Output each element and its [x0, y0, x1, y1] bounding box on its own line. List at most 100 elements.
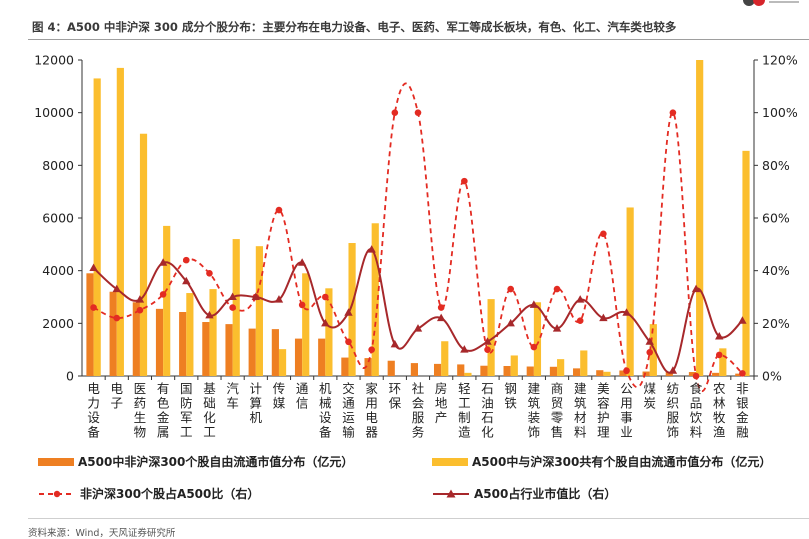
bar-non-hs300 [665, 371, 673, 376]
point-non-hs300-share [182, 256, 190, 264]
legend-label-line2: A500占行业市值比（右） [474, 487, 617, 501]
point-non-hs300-share [669, 109, 677, 116]
point-non-hs300-share [90, 304, 97, 311]
left-tick-label: 6000 [42, 211, 74, 226]
legend-label-line1: 非沪深300个股占A500比（右） [80, 487, 260, 501]
point-non-hs300-share [623, 367, 630, 375]
point-a500-industry-share [506, 318, 515, 327]
bar-common-hs300 [533, 302, 542, 376]
x-tick-label: 房地产 [435, 381, 448, 425]
point-non-hs300-share [437, 304, 445, 311]
point-non-hs300-share [576, 317, 584, 325]
point-a500-industry-share [715, 332, 724, 340]
bar-non-hs300 [387, 360, 395, 376]
legend-item-bar2: A500中与沪深300共有个股自由流通市值分布（亿元） [432, 453, 771, 470]
bar-common-hs300 [580, 350, 588, 376]
right-tick-label: 20% [762, 316, 790, 331]
bar-non-hs300 [619, 370, 627, 376]
point-a500-industry-share [297, 258, 307, 266]
point-non-hs300-share [484, 346, 491, 353]
x-tick-label: 机械设备 [319, 381, 332, 440]
point-a500-industry-share [158, 258, 168, 266]
point-non-hs300-share [739, 370, 746, 377]
bar-non-hs300 [712, 372, 720, 376]
point-non-hs300-share [206, 270, 213, 277]
x-tick-label: 有色金属 [157, 381, 170, 440]
x-tick-label: 电子 [111, 381, 124, 411]
bar-common-hs300 [232, 239, 240, 376]
point-non-hs300-share [461, 177, 468, 185]
point-non-hs300-share [414, 109, 422, 116]
bar-non-hs300 [294, 338, 303, 376]
right-tick-label: 60% [762, 211, 790, 226]
bar-non-hs300 [271, 329, 279, 376]
left-tick-label: 2000 [42, 316, 74, 331]
x-tick-label: 电力设备 [87, 381, 100, 440]
point-non-hs300-share [368, 346, 375, 353]
bar-non-hs300 [642, 371, 650, 376]
left-tick-label: 10000 [34, 105, 74, 120]
point-non-hs300-share [275, 206, 283, 214]
point-non-hs300-share [159, 291, 167, 298]
bar-common-hs300 [603, 371, 611, 376]
bar-common-hs300 [696, 60, 704, 376]
x-tick-label: 传媒 [273, 381, 286, 411]
bar-non-hs300 [364, 358, 372, 376]
bar-non-hs300 [735, 373, 743, 376]
x-tick-label: 纺织服饰 [667, 381, 680, 440]
source-divider [28, 518, 809, 519]
bar-common-hs300 [325, 288, 333, 376]
logo-text-mark [769, 1, 799, 3]
brand-logo [743, 0, 799, 6]
bar-common-hs300 [649, 324, 657, 376]
point-non-hs300-share [322, 293, 329, 301]
bar-common-hs300 [487, 299, 495, 376]
legend-label-bar1: A500中非沪深300个股自由流通市值分布（亿元） [78, 455, 354, 469]
point-a500-industry-share [274, 295, 284, 303]
legend-swatch-bar1 [38, 457, 74, 466]
bar-non-hs300 [503, 365, 511, 376]
legend-label-bar2: A500中与沪深300共有个股自由流通市值分布（亿元） [472, 455, 772, 469]
bar-common-hs300 [116, 67, 124, 377]
point-non-hs300-share [507, 285, 514, 293]
x-tick-label: 社会服务 [412, 381, 425, 440]
left-tick-label: 8000 [42, 158, 74, 173]
point-a500-industry-share [645, 337, 654, 345]
point-a500-industry-share [251, 292, 260, 300]
bar-non-hs300 [549, 366, 558, 376]
x-tick-label: 美容护理 [597, 381, 610, 440]
bar-non-hs300 [526, 366, 534, 376]
right-tick-label: 0% [762, 369, 782, 384]
bar-non-hs300 [410, 363, 418, 376]
x-tick-label: 商贸零售 [551, 381, 564, 440]
bar-non-hs300 [573, 368, 581, 376]
legend-swatch-line2 [433, 489, 469, 497]
bar-non-hs300 [155, 308, 164, 376]
bar-common-hs300 [163, 225, 171, 376]
point-a500-industry-share [668, 366, 678, 374]
point-non-hs300-share [113, 314, 121, 322]
bar-non-hs300 [225, 324, 233, 376]
bar-non-hs300 [433, 363, 442, 376]
figure-title: 图 4：A500 中非沪深 300 成分个股分布：主要分布在电力设备、电子、医药… [32, 20, 677, 34]
point-non-hs300-share [553, 285, 561, 293]
bar-non-hs300 [318, 338, 326, 376]
x-tick-label: 基础化工 [203, 381, 216, 440]
title-divider [28, 39, 809, 40]
bar-non-hs300 [341, 357, 349, 376]
bar-common-hs300 [209, 289, 217, 376]
point-a500-industry-share [112, 284, 121, 293]
x-tick-label: 计算机 [250, 381, 263, 425]
bar-common-hs300 [278, 349, 287, 376]
x-tick-label: 通信 [296, 381, 309, 411]
source-note: 资料来源：Wind，天风证券研究所 [28, 528, 176, 539]
logo-mark-dark [743, 0, 755, 6]
legend-item-bar1: A500中非沪深300个股自由流通市值分布（亿元） [38, 453, 353, 470]
point-non-hs300-share [298, 301, 306, 309]
bar-non-hs300 [179, 312, 187, 376]
left-tick-label: 4000 [42, 263, 74, 278]
logo-mark-red [753, 0, 765, 6]
bar-common-hs300 [464, 372, 472, 376]
bar-non-hs300 [248, 328, 256, 376]
bar-common-hs300 [348, 243, 356, 376]
